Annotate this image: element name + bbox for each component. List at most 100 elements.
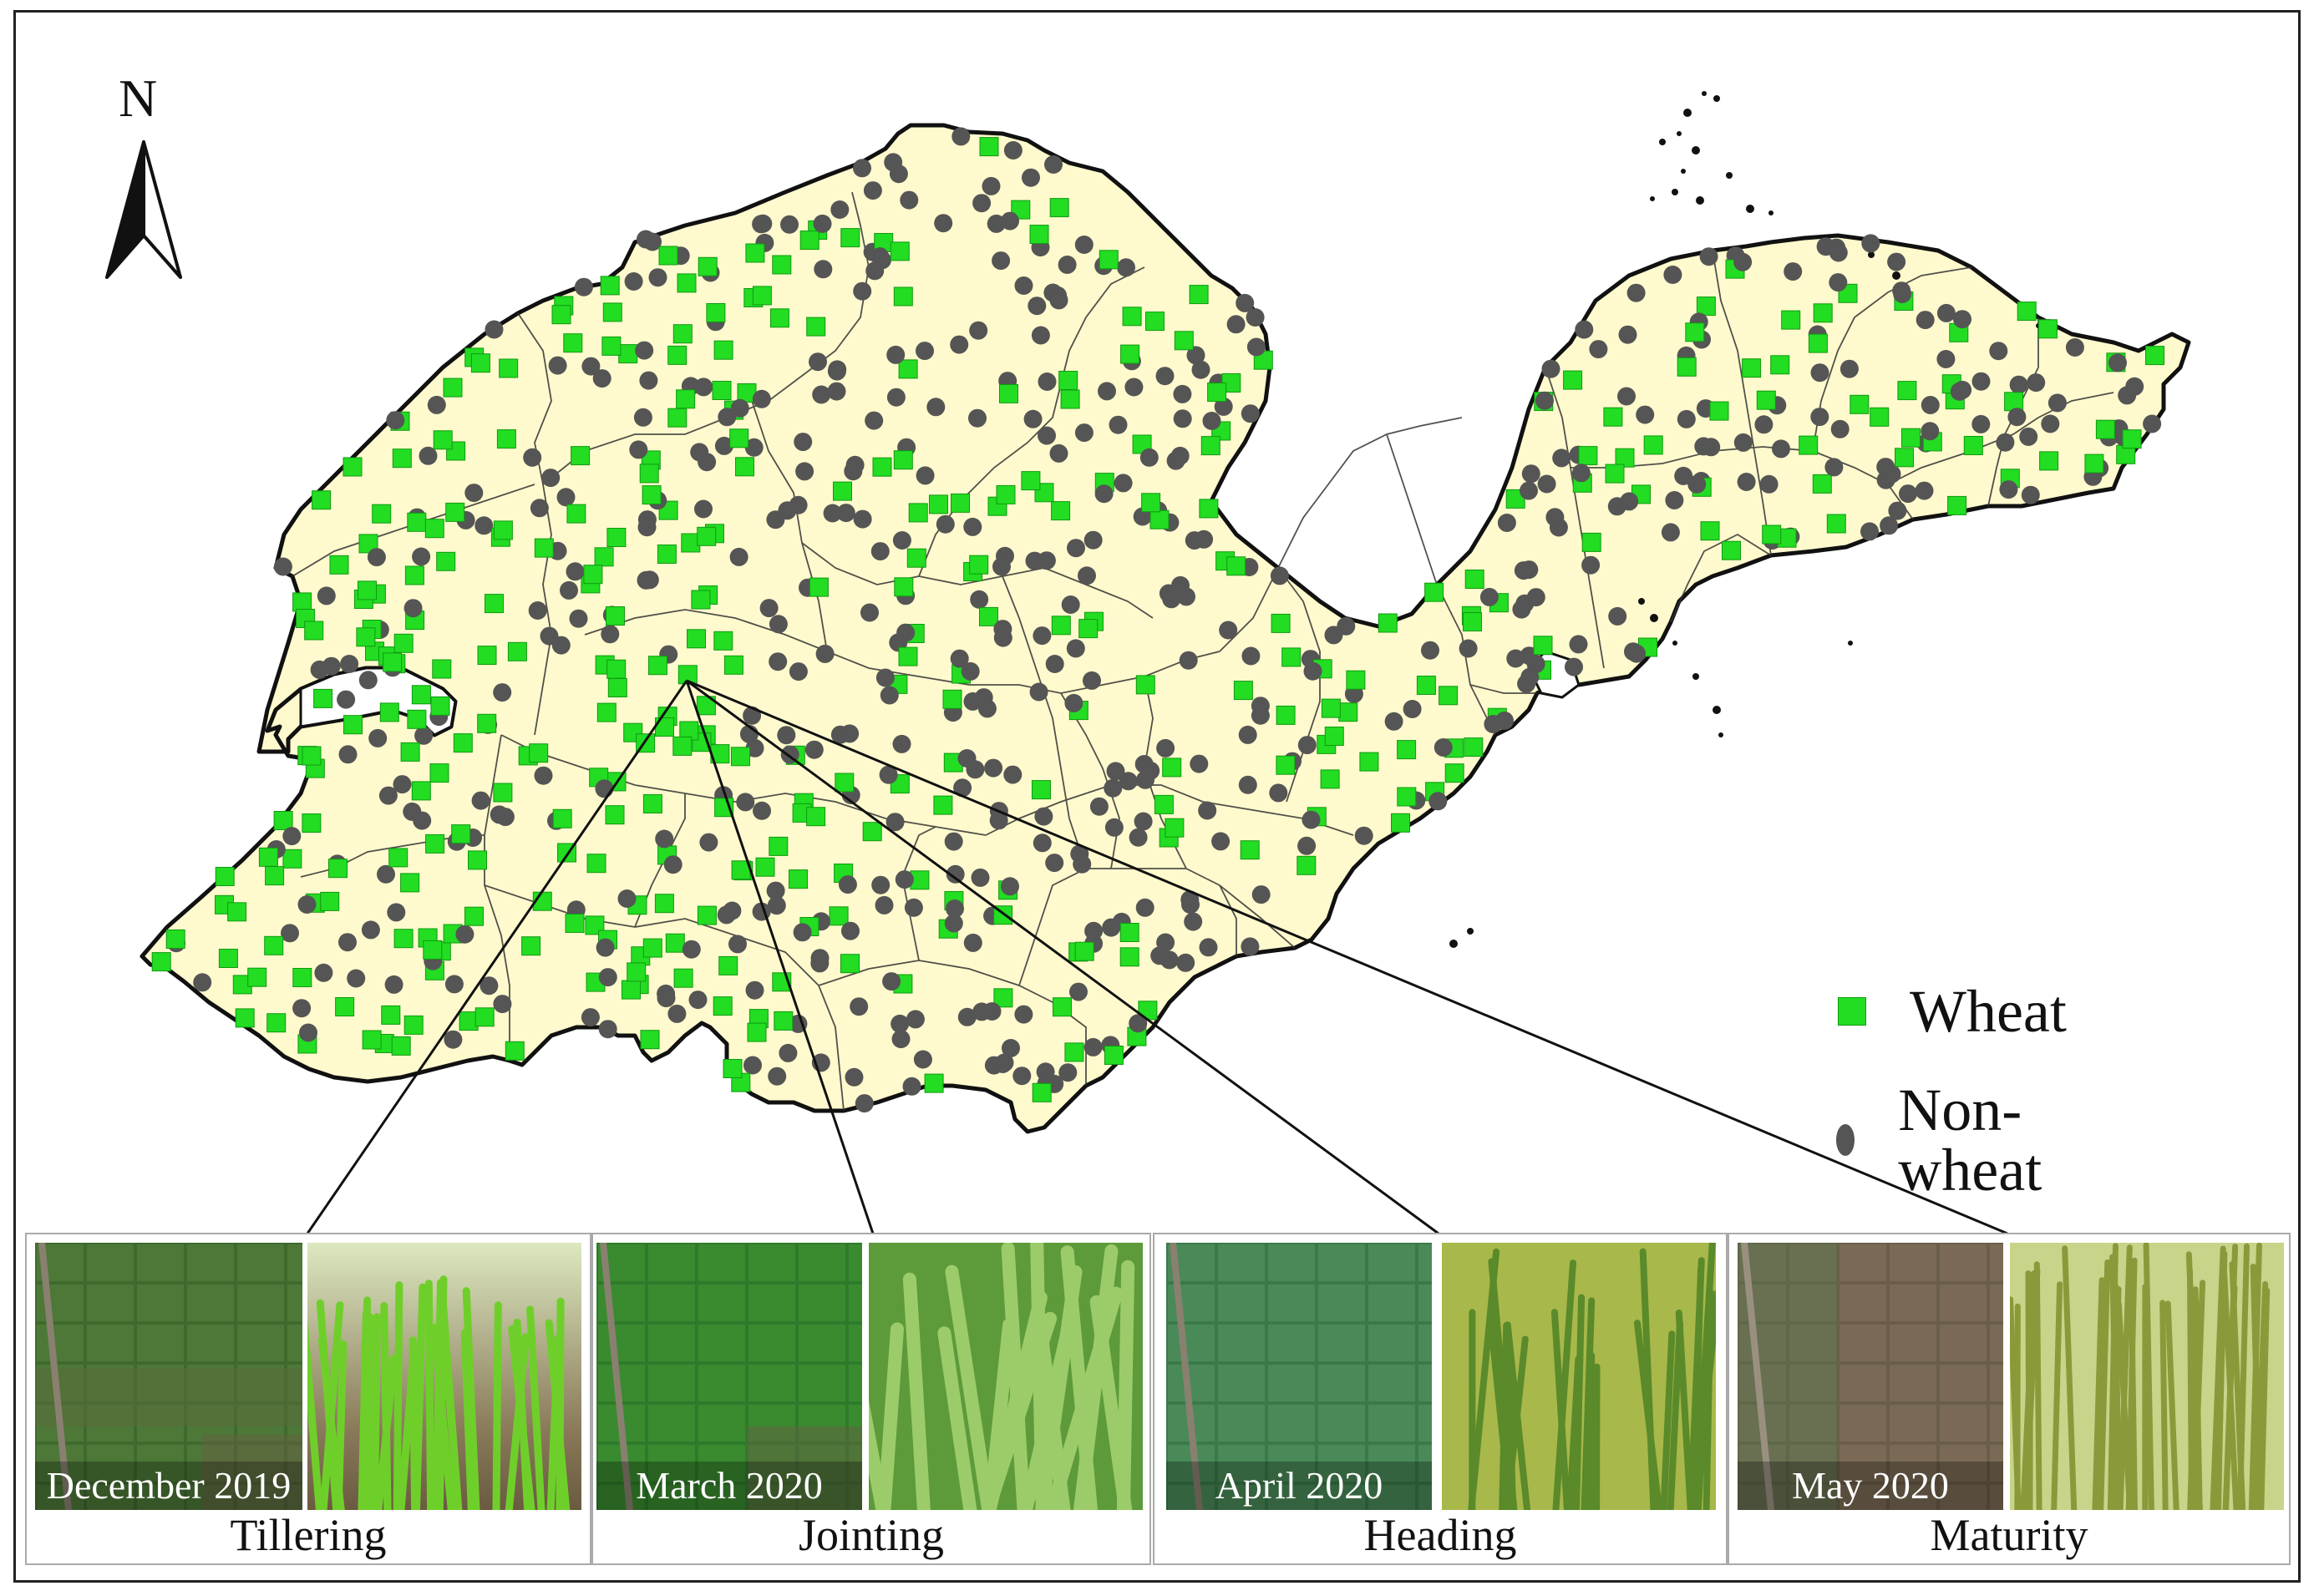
wheat-blade — [2110, 1286, 2122, 1510]
wheat-sample-marker — [1397, 787, 1417, 807]
non-wheat-sample-marker — [1170, 446, 1190, 465]
wheat-sample-marker — [470, 353, 490, 373]
non-wheat-sample-marker — [1665, 491, 1684, 509]
wheat-sample-marker — [388, 848, 408, 868]
non-wheat-sample-marker — [793, 923, 812, 942]
non-wheat-sample-marker — [648, 268, 667, 287]
non-wheat-sample-marker — [769, 615, 788, 634]
wheat-sample-marker — [433, 430, 453, 450]
non-wheat-sample-marker — [766, 881, 785, 900]
wheat-sample-marker — [445, 502, 465, 522]
non-wheat-sample-marker — [1134, 812, 1153, 831]
satellite-tile-heading: April 2020 — [1166, 1243, 1432, 1510]
non-wheat-sample-marker — [971, 868, 990, 887]
non-wheat-sample-marker — [1915, 481, 1934, 500]
non-wheat-sample-marker — [987, 214, 1006, 233]
non-wheat-sample-marker — [1045, 655, 1064, 673]
non-wheat-sample-marker — [1270, 566, 1289, 585]
wheat-sample-marker — [521, 936, 541, 956]
wheat-blade — [2210, 1245, 2226, 1510]
non-wheat-sample-marker — [1066, 639, 1085, 658]
non-wheat-sample-marker — [2009, 375, 2028, 394]
wheat-sample-marker — [304, 621, 324, 641]
non-wheat-sample-marker — [474, 516, 494, 535]
wheat-sample-marker — [227, 902, 247, 922]
wheat-sample-marker — [1051, 616, 1071, 636]
wheat-sample-marker — [1324, 727, 1344, 746]
non-wheat-sample-marker — [601, 625, 620, 644]
non-wheat-sample-marker — [1297, 836, 1317, 855]
non-wheat-sample-marker — [891, 1014, 910, 1033]
non-wheat-sample-marker — [639, 371, 658, 390]
wheat-sample-marker — [2039, 451, 2059, 471]
stage-label: Maturity — [1930, 1510, 2088, 1560]
non-wheat-sample-marker — [865, 411, 884, 430]
wheat-sample-marker — [468, 850, 487, 870]
wheat-sample-marker — [605, 805, 625, 825]
non-wheat-sample-marker — [736, 793, 755, 812]
non-wheat-sample-marker — [1180, 890, 1200, 909]
non-wheat-sample-marker — [1971, 372, 1991, 391]
non-wheat-sample-marker — [1044, 155, 1063, 174]
wheat-blade — [2020, 1269, 2037, 1510]
non-wheat-sample-marker — [427, 395, 446, 414]
wheat-sample-marker — [833, 481, 852, 501]
satellite-tile-jointing: March 2020 — [596, 1243, 862, 1510]
non-wheat-sample-marker — [1202, 412, 1221, 430]
wheat-sample-marker — [464, 906, 484, 926]
wheat-sample-marker — [1464, 737, 1484, 757]
wheat-sample-marker — [1464, 570, 1484, 589]
non-wheat-sample-marker — [1860, 522, 1879, 541]
non-wheat-sample-marker — [1520, 481, 1538, 500]
wheat-sample-marker — [423, 940, 443, 960]
non-wheat-sample-marker — [1569, 635, 1588, 654]
wheat-sample-marker — [1165, 818, 1185, 838]
non-wheat-sample-marker — [1162, 590, 1181, 609]
wheat-sample-marker — [1281, 647, 1302, 667]
non-wheat-sample-marker — [1936, 303, 1956, 322]
non-wheat-sample-marker — [884, 153, 903, 172]
non-wheat-sample-marker — [523, 448, 542, 467]
non-wheat-sample-marker — [698, 453, 717, 472]
non-wheat-sample-marker — [495, 808, 515, 827]
wheat-sample-marker — [499, 358, 519, 378]
wheat-sample-marker — [1321, 698, 1341, 718]
wheat-sample-marker — [358, 580, 377, 600]
wheat-sample-marker — [404, 565, 424, 585]
non-wheat-sample-marker — [1495, 711, 1514, 730]
wheat-jointing-photo — [869, 1243, 1143, 1510]
non-wheat-sample-marker — [946, 899, 964, 918]
non-wheat-sample-marker — [895, 870, 914, 889]
non-wheat-sample-marker — [855, 1094, 874, 1113]
wheat-sample-marker — [1615, 448, 1635, 468]
non-wheat-sample-marker — [1526, 655, 1545, 673]
wheat-blade — [371, 1313, 381, 1510]
non-wheat-sample-marker — [779, 1043, 798, 1062]
non-wheat-sample-marker — [768, 1067, 787, 1086]
non-wheat-sample-marker — [1033, 626, 1052, 646]
wheat-sample-marker — [1174, 331, 1194, 351]
wheat-sample-marker — [273, 811, 293, 830]
non-wheat-sample-marker — [950, 649, 969, 668]
island-dot — [1672, 641, 1677, 646]
wheat-sample-marker — [424, 519, 444, 539]
non-wheat-sample-marker — [1337, 616, 1356, 636]
wheat-sample-marker — [769, 836, 789, 856]
wheat-sample-marker — [729, 428, 749, 448]
wheat-sample-marker — [929, 494, 948, 514]
wheat-sample-marker — [607, 678, 627, 697]
wheat-sample-marker — [1120, 344, 1140, 364]
non-wheat-sample-marker — [340, 655, 359, 673]
wheat-sample-marker — [411, 781, 431, 801]
non-wheat-sample-marker — [1810, 363, 1829, 383]
non-wheat-sample-marker — [845, 1067, 864, 1087]
panel-maturity: May 2020 Maturity — [1728, 1233, 2291, 1565]
non-wheat-sample-marker — [528, 601, 547, 620]
wheat-sample-marker — [872, 457, 892, 477]
non-wheat-sample-marker — [1070, 844, 1089, 864]
non-wheat-sample-marker — [730, 398, 749, 418]
non-wheat-sample-marker — [444, 1030, 463, 1049]
wheat-sample-marker — [1276, 755, 1296, 775]
wheat-sample-marker — [1897, 381, 1917, 401]
wheat-sample-marker — [585, 915, 605, 935]
